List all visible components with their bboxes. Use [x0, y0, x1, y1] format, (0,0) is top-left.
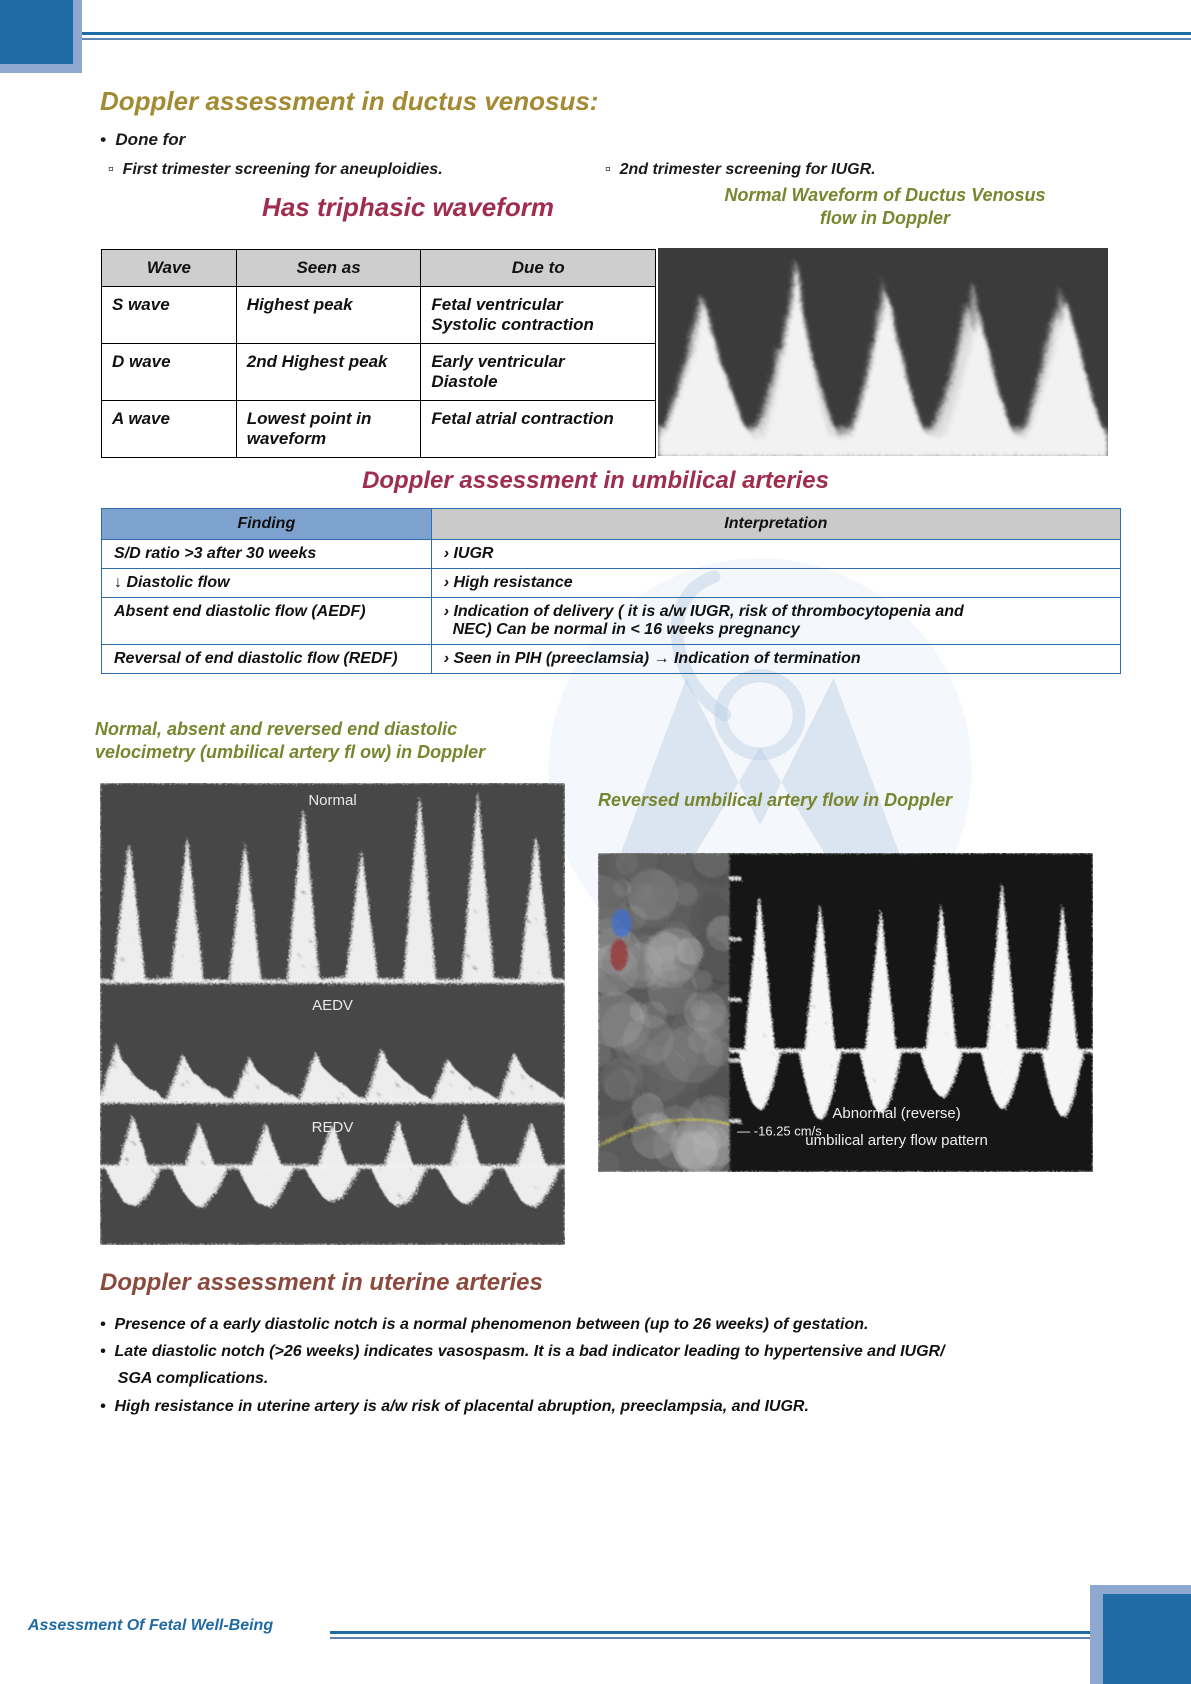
- svg-text:AEDV: AEDV: [312, 997, 353, 1014]
- svg-text:Abnormal (reverse): Abnormal (reverse): [832, 1105, 960, 1122]
- svg-text:Normal: Normal: [308, 792, 356, 809]
- svg-text:REDV: REDV: [312, 1119, 354, 1136]
- svg-text:umbilical artery flow pattern: umbilical artery flow pattern: [805, 1132, 988, 1149]
